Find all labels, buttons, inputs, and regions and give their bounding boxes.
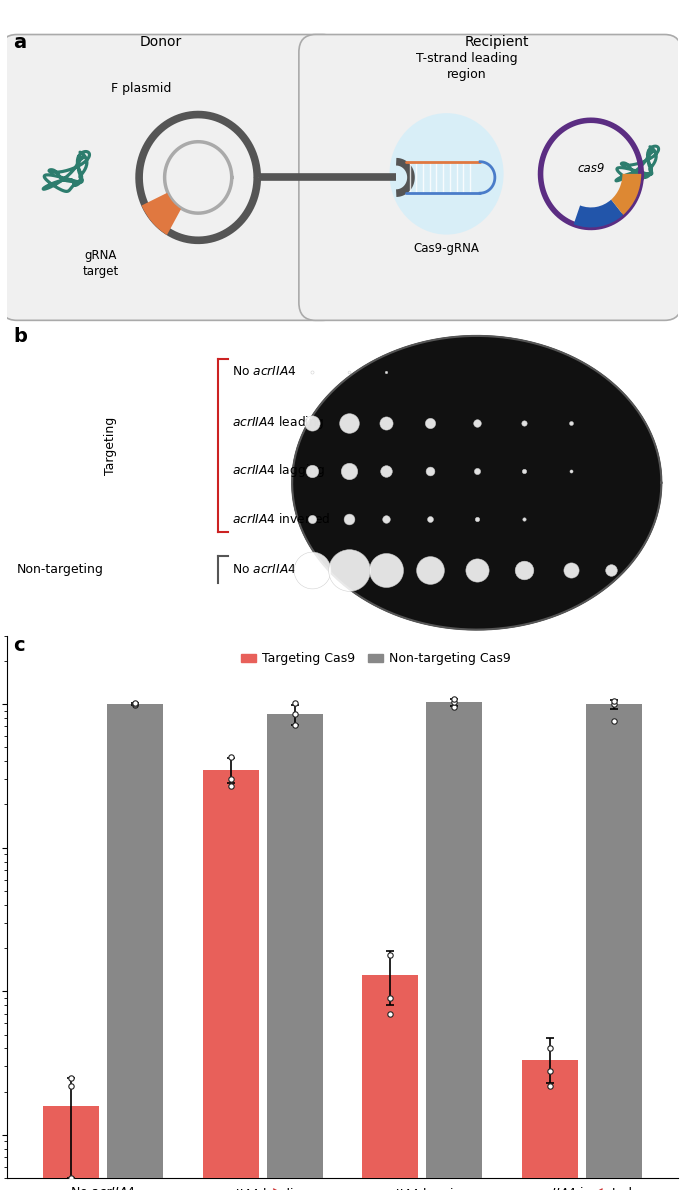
Bar (203, 770, 258, 1190)
Point (381, 413, 392, 432)
Point (307, 362, 318, 381)
Point (424, 560, 435, 580)
Point (307, 462, 318, 481)
Text: $acrIIA4$ lagging: $acrIIA4$ lagging (232, 462, 325, 480)
Point (65, 1169, 76, 1188)
Legend: Targeting Cas9, Non-targeting Cas9: Targeting Cas9, Non-targeting Cas9 (236, 647, 516, 670)
Wedge shape (142, 193, 181, 234)
Text: cas9: cas9 (577, 162, 605, 175)
Text: $acrIIA4$ inverted: $acrIIA4$ inverted (232, 512, 330, 526)
Text: F plasmid: F plasmid (111, 82, 171, 95)
Text: Donor: Donor (140, 35, 182, 49)
Point (424, 413, 435, 432)
Point (471, 509, 482, 528)
Point (307, 560, 318, 580)
Text: Targeting: Targeting (104, 416, 117, 475)
Text: $acrIIA4$ leading: $acrIIA4$ leading (232, 414, 324, 431)
Point (385, 989, 396, 1008)
Point (545, 1061, 556, 1081)
Text: No $acrIIA4$: No $acrIIA4$ (232, 563, 296, 576)
Bar (42, 1106, 99, 1190)
Point (449, 697, 460, 716)
Point (381, 509, 392, 528)
Wedge shape (573, 200, 623, 227)
Point (381, 462, 392, 481)
Point (545, 1039, 556, 1058)
Point (344, 362, 355, 381)
Point (381, 362, 392, 381)
Point (385, 1004, 396, 1023)
Point (424, 462, 435, 481)
Point (129, 695, 140, 714)
Point (307, 509, 318, 528)
Wedge shape (611, 174, 641, 215)
Point (519, 560, 530, 580)
Point (385, 945, 396, 964)
Bar (426, 702, 482, 1190)
FancyBboxPatch shape (299, 35, 682, 320)
Point (609, 691, 620, 710)
Text: c: c (14, 635, 25, 654)
Point (471, 413, 482, 432)
Point (424, 509, 435, 528)
Point (471, 560, 482, 580)
Point (565, 413, 576, 432)
Point (565, 560, 576, 580)
Bar (522, 1060, 578, 1190)
Point (471, 462, 482, 481)
Text: Cas9-gRNA: Cas9-gRNA (414, 243, 480, 256)
Circle shape (390, 113, 503, 234)
Text: gRNA
target: gRNA target (83, 249, 119, 277)
Point (289, 704, 300, 724)
Point (519, 413, 530, 432)
Point (609, 712, 620, 731)
Point (609, 695, 620, 714)
Point (225, 770, 236, 789)
Polygon shape (292, 336, 661, 630)
Text: a: a (14, 33, 27, 52)
Point (449, 690, 460, 709)
Point (344, 413, 355, 432)
Point (289, 715, 300, 734)
Point (225, 776, 236, 795)
Point (344, 462, 355, 481)
Bar (107, 704, 162, 1190)
Point (129, 694, 140, 713)
Text: Recipient: Recipient (464, 35, 529, 49)
Point (449, 693, 460, 712)
Bar (266, 714, 323, 1190)
Point (606, 560, 616, 580)
Text: T-strand leading
region: T-strand leading region (416, 52, 517, 81)
Text: No $acrIIA4$: No $acrIIA4$ (232, 365, 296, 378)
Point (519, 462, 530, 481)
Point (65, 1076, 76, 1095)
Point (307, 413, 318, 432)
Point (289, 694, 300, 713)
Point (545, 1076, 556, 1095)
Point (225, 747, 236, 766)
Text: b: b (14, 327, 27, 346)
Bar (362, 975, 419, 1190)
FancyBboxPatch shape (0, 35, 339, 320)
Point (565, 462, 576, 481)
Point (344, 560, 355, 580)
Point (344, 509, 355, 528)
Text: Non-targeting: Non-targeting (17, 563, 104, 576)
Bar (586, 704, 642, 1190)
Point (381, 560, 392, 580)
Point (65, 1069, 76, 1088)
Point (129, 696, 140, 715)
Point (519, 509, 530, 528)
